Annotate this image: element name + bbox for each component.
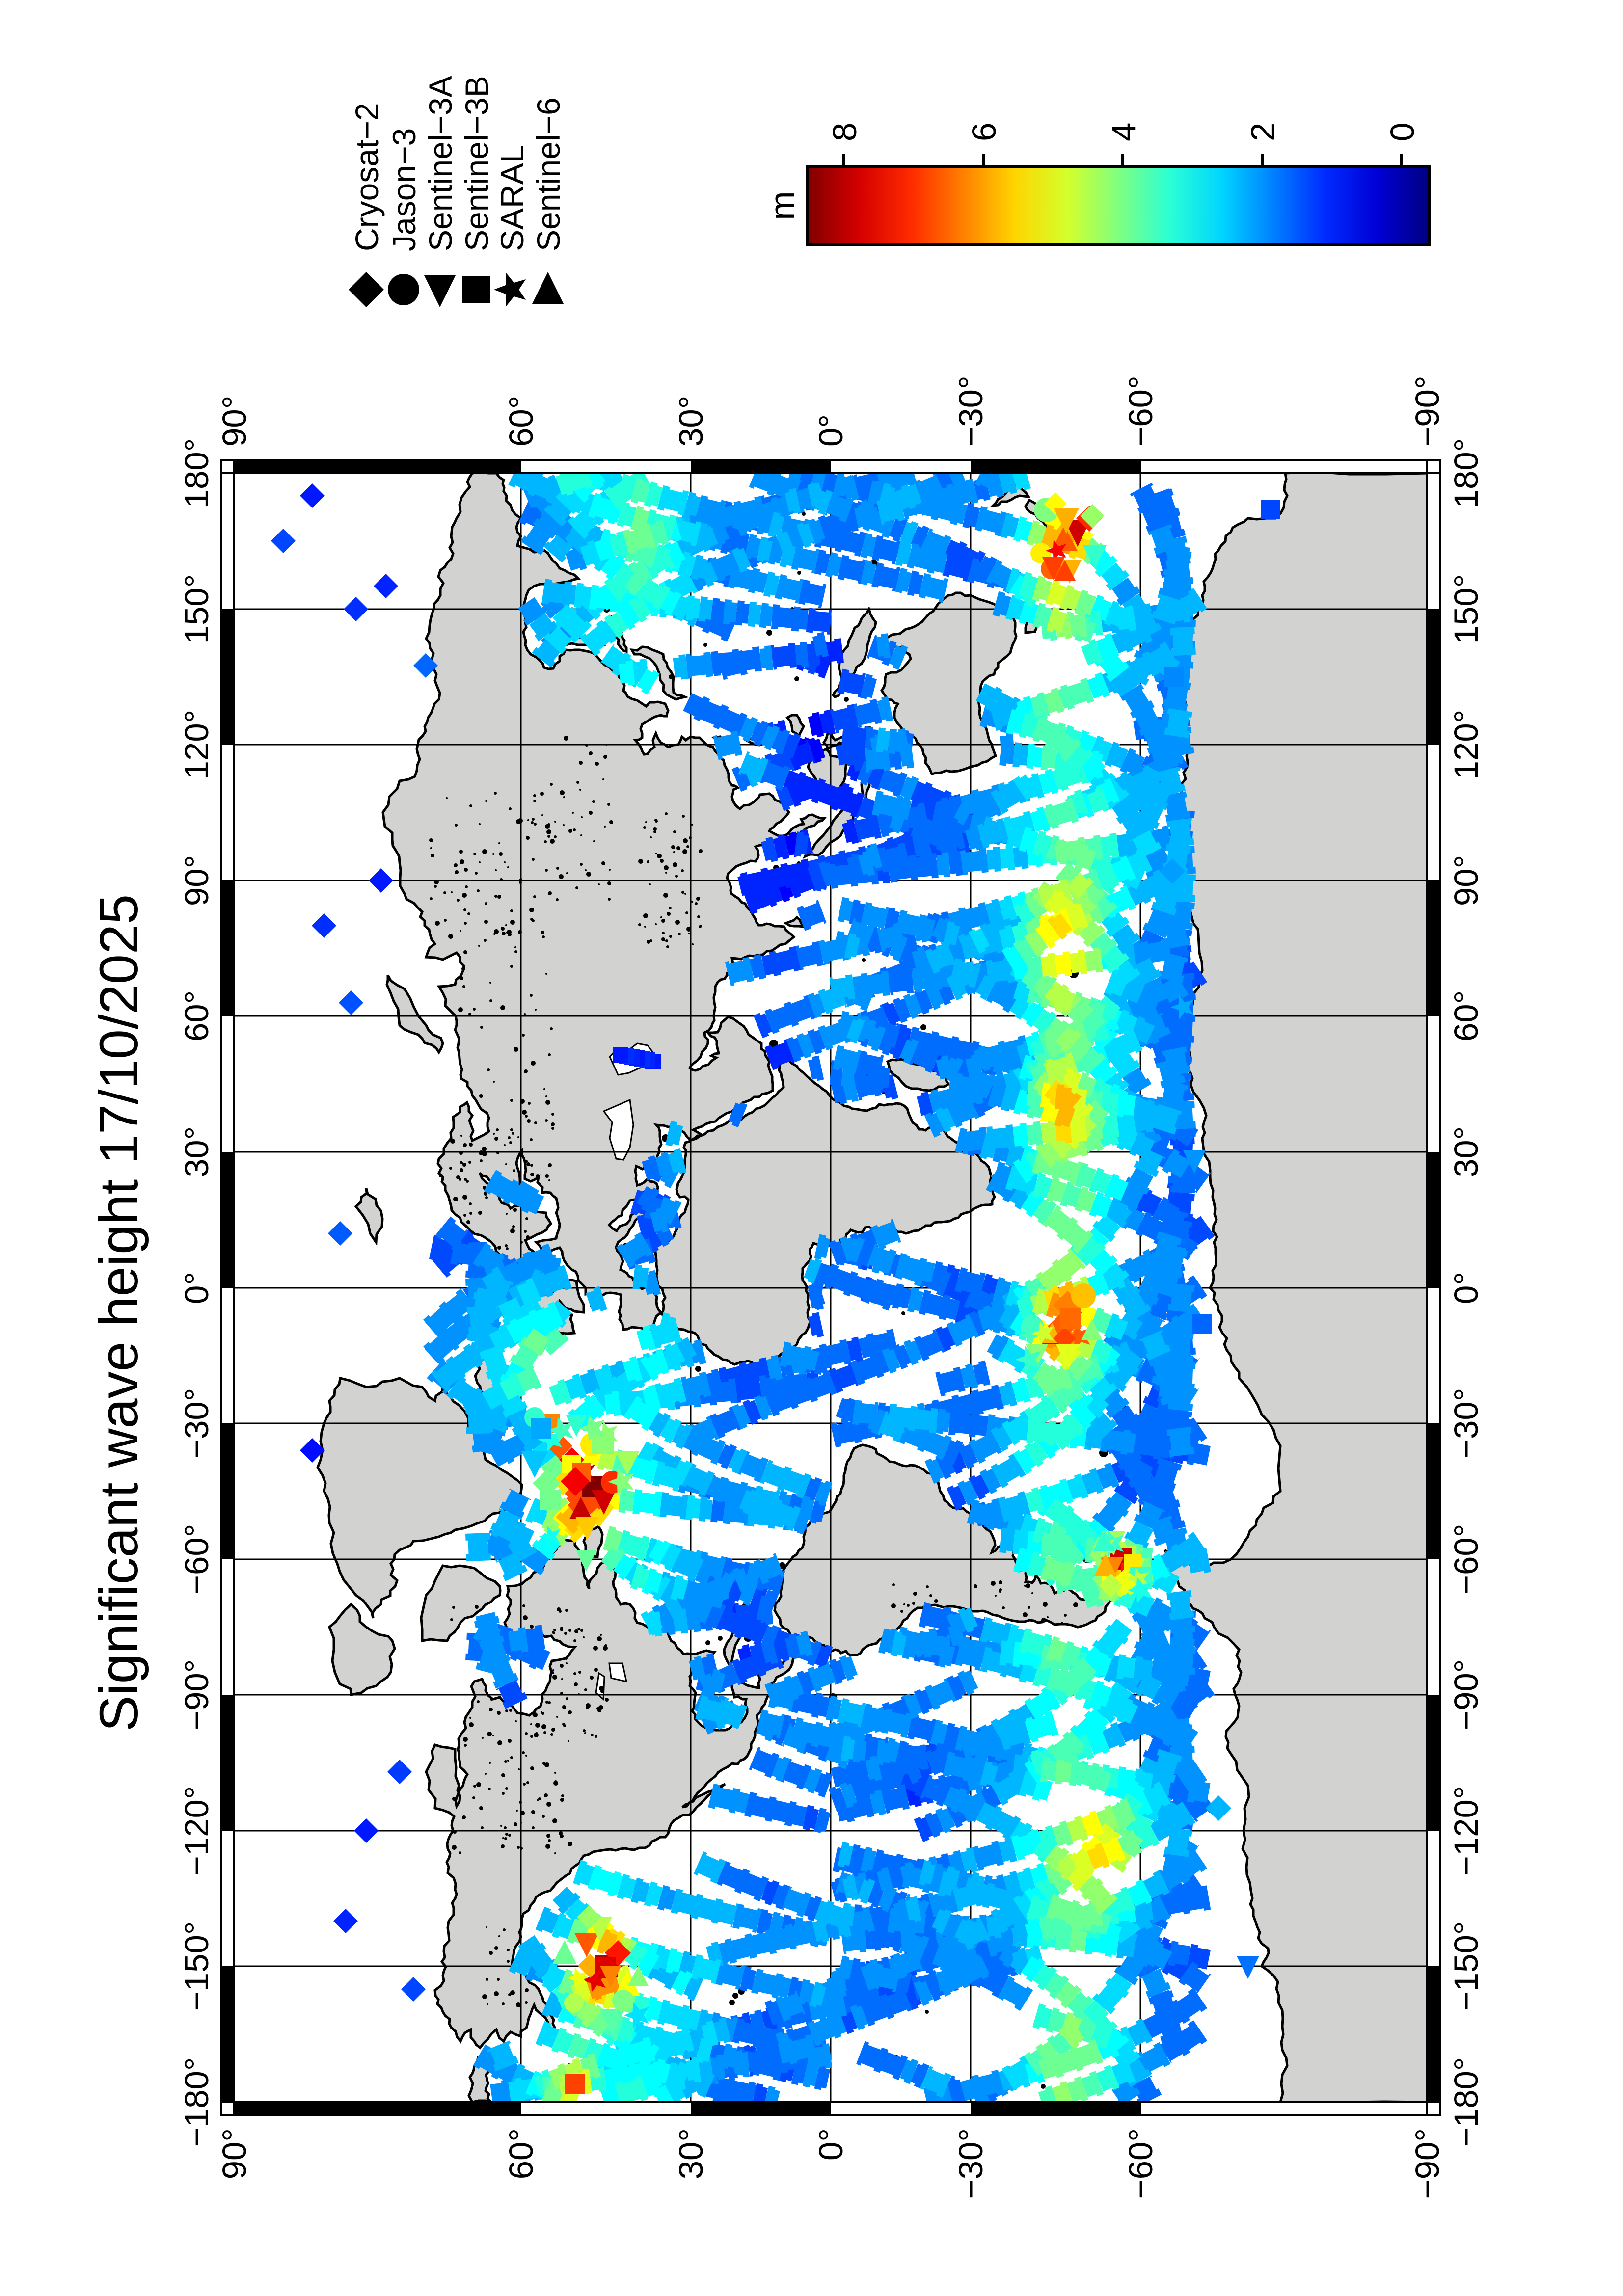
svg-text:120°: 120° [178,710,216,780]
svg-text:2: 2 [1244,123,1282,141]
svg-text:150°: 150° [1447,574,1485,644]
svg-text:60°: 60° [178,990,216,1041]
svg-text:Sentinel−3A: Sentinel−3A [422,76,459,251]
svg-text:−30°: −30° [1447,1388,1485,1459]
svg-text:8: 8 [826,123,864,141]
svg-text:Sentinel−6: Sentinel−6 [530,97,567,251]
svg-text:SARAL: SARAL [494,145,530,251]
svg-text:90°: 90° [216,396,253,447]
svg-text:6: 6 [965,123,1003,141]
svg-text:−180°: −180° [1447,2057,1485,2147]
svg-text:−30°: −30° [952,375,990,447]
svg-text:−90°: −90° [1408,375,1446,447]
svg-text:−60°: −60° [1447,1524,1485,1595]
svg-text:−60°: −60° [178,1524,216,1595]
svg-text:0°: 0° [812,2128,850,2161]
svg-text:60°: 60° [502,2128,540,2179]
svg-text:−30°: −30° [952,2128,990,2199]
svg-text:Significant wave height 17/10/: Significant wave height 17/10/2025 [89,894,149,1732]
svg-text:−120°: −120° [178,1786,216,1875]
svg-text:180°: 180° [1447,438,1485,508]
svg-text:−90°: −90° [1408,2128,1446,2199]
svg-text:−90°: −90° [1447,1659,1485,1731]
svg-text:−180°: −180° [178,2057,216,2147]
svg-text:0: 0 [1383,123,1421,141]
svg-text:Sentinel−3B: Sentinel−3B [459,76,495,251]
svg-text:30°: 30° [672,2128,710,2179]
svg-text:−150°: −150° [178,1921,216,2011]
svg-text:60°: 60° [502,396,540,447]
svg-text:90°: 90° [178,855,216,906]
svg-text:Jason−3: Jason−3 [386,128,422,251]
svg-text:m: m [763,191,802,220]
svg-text:0°: 0° [178,1272,216,1304]
svg-text:0°: 0° [1447,1272,1485,1304]
svg-text:90°: 90° [216,2128,253,2179]
svg-text:60°: 60° [1447,990,1485,1041]
svg-text:−150°: −150° [1447,1921,1485,2011]
svg-text:150°: 150° [178,574,216,644]
svg-text:30°: 30° [1447,1126,1485,1177]
svg-text:−60°: −60° [1122,375,1160,447]
svg-text:−60°: −60° [1122,2128,1160,2199]
svg-text:4: 4 [1105,123,1142,141]
svg-text:30°: 30° [178,1126,216,1177]
svg-text:Cryosat−2: Cryosat−2 [349,103,385,251]
svg-text:−90°: −90° [178,1659,216,1731]
svg-text:30°: 30° [672,396,710,447]
svg-text:180°: 180° [178,438,216,508]
svg-text:90°: 90° [1447,855,1485,906]
svg-text:0°: 0° [812,414,850,447]
svg-text:−120°: −120° [1447,1786,1485,1875]
svg-text:120°: 120° [1447,710,1485,780]
svg-text:−30°: −30° [178,1388,216,1459]
